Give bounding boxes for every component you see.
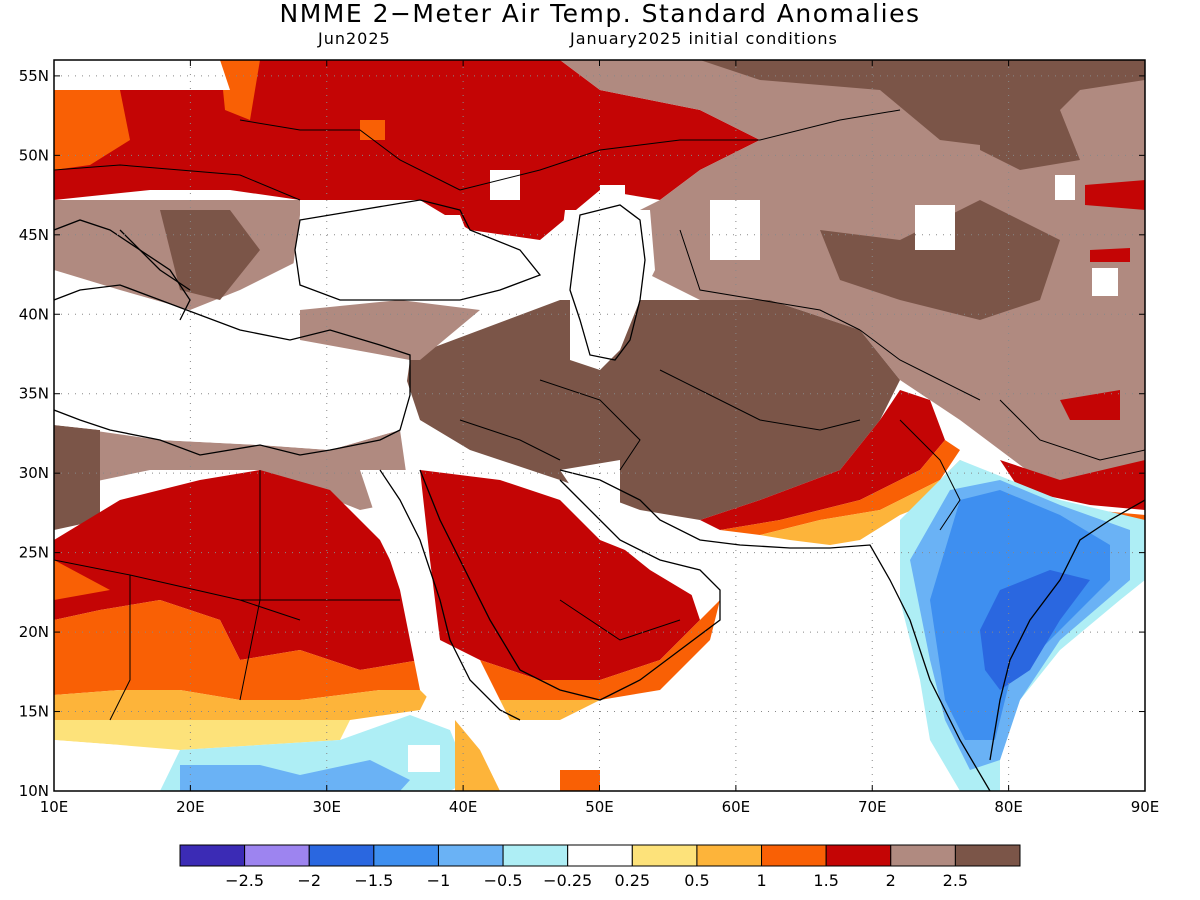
colorbar-swatch <box>761 844 827 867</box>
colorbar-swatch <box>502 844 569 867</box>
colorbar-label: 1.5 <box>813 871 838 890</box>
colorbar-swatch <box>696 844 763 867</box>
colorbar-swatch <box>567 844 633 867</box>
coastlines <box>54 199 1145 791</box>
colorbar-label: −1.5 <box>354 871 393 890</box>
lat-tick-label: 50N <box>19 146 49 164</box>
colorbar: −2.5 −2 −1.5 −1 −0.5 −0.25 0.25 0.5 1 1.5 2 2.5 <box>179 844 1021 890</box>
colorbar-swatch <box>437 844 504 867</box>
lon-tick-label: 30E <box>312 798 341 816</box>
colorbar-label: 2 <box>886 871 896 890</box>
field-scandinavia-orange <box>54 90 130 170</box>
field-pakistan-warm <box>700 390 945 530</box>
colorbar-swatch <box>954 844 1021 867</box>
colorbar-label: 0.25 <box>614 871 650 890</box>
colorbar-label: 0.5 <box>684 871 709 890</box>
colorbar-label: −2.5 <box>225 871 264 890</box>
colorbar-swatch <box>825 844 892 867</box>
masked-regions <box>54 60 1118 791</box>
lon-tick-label: 90E <box>1131 798 1160 816</box>
colorbar-swatch <box>890 844 956 867</box>
lon-tick-label: 80E <box>994 798 1023 816</box>
colorbar-swatch <box>244 844 310 867</box>
colorbar-label: 1 <box>756 871 766 890</box>
colorbar-label: −2 <box>297 871 321 890</box>
lat-tick-label: 25N <box>19 544 49 562</box>
lon-axis: 10E 20E 30E 40E 50E 60E 70E 80E 90E <box>40 60 1160 816</box>
colorbar-swatch <box>179 844 246 867</box>
lon-tick-label: 20E <box>176 798 205 816</box>
lon-tick-label: 50E <box>585 798 614 816</box>
lat-tick-label: 45N <box>19 226 49 244</box>
field-sahel-orange <box>54 600 430 700</box>
colorbar-swatch <box>631 844 698 867</box>
chart-title: NMME 2−Meter Air Temp. Standard Anomalie… <box>279 0 921 28</box>
colorbar-swatch <box>308 844 375 867</box>
anomaly-fields <box>54 60 1145 791</box>
lat-axis: 10N 15N 20N 25N 30N 35N 40N 45N 50N 55N <box>19 67 1145 800</box>
lat-tick-label: 10N <box>19 782 49 800</box>
lon-tick-label: 10E <box>40 798 69 816</box>
colorbar-label: −0.5 <box>484 871 523 890</box>
lon-tick-label: 70E <box>858 798 887 816</box>
lat-tick-label: 30N <box>19 464 49 482</box>
lon-tick-label: 60E <box>722 798 751 816</box>
field-africa-warm <box>54 470 420 670</box>
colorbar-label: −0.25 <box>543 871 592 890</box>
lon-tick-label: 40E <box>449 798 478 816</box>
lat-tick-label: 40N <box>19 305 49 323</box>
graticule <box>54 60 1145 791</box>
lat-tick-label: 35N <box>19 385 49 403</box>
lat-tick-label: 15N <box>19 703 49 721</box>
colorbar-swatch <box>373 844 439 867</box>
lat-tick-label: 20N <box>19 623 49 641</box>
field-arabia-warm <box>420 470 700 680</box>
lat-tick-label: 55N <box>19 67 49 85</box>
colorbar-label: 2.5 <box>943 871 968 890</box>
field-middle-east-brown <box>400 300 900 520</box>
country-borders <box>54 109 1145 721</box>
lead-month-label: Jun2025 <box>318 29 391 48</box>
colorbar-label: −1 <box>427 871 451 890</box>
initial-conditions-label: January2025 initial conditions <box>570 29 838 48</box>
